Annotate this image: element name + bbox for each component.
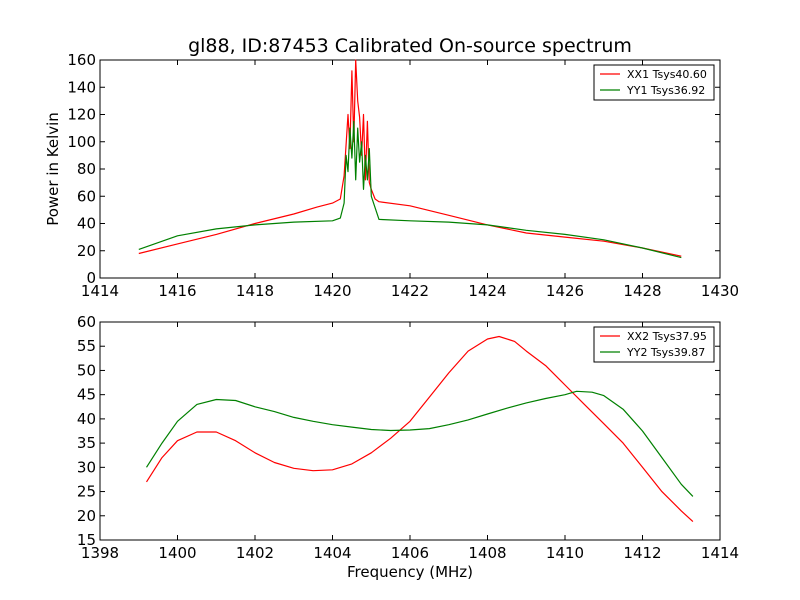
x-tick-label: 1420 bbox=[313, 282, 351, 300]
y-tick-label: 80 bbox=[77, 160, 96, 178]
series-line-yy2 bbox=[145, 390, 694, 497]
plot-bottom: 1398 1400 1402 1404 1406 1408 1410 1412 1414 15 20… bbox=[77, 313, 739, 581]
x-tick-label: 1414 bbox=[701, 544, 739, 562]
x-tick-label: 1406 bbox=[391, 544, 429, 562]
y-tick-label: 55 bbox=[77, 337, 96, 355]
legend-label-xx1: XX1 Tsys40.60 bbox=[627, 68, 707, 81]
y-tick-label: 140 bbox=[67, 78, 96, 96]
legend-label-yy2: YY2 Tsys39.87 bbox=[626, 346, 705, 359]
x-tick-label: 1408 bbox=[468, 544, 506, 562]
y-tick-label: 35 bbox=[77, 434, 96, 452]
x-tick-label: 1402 bbox=[236, 544, 274, 562]
legend-label-yy1: YY1 Tsys36.92 bbox=[626, 84, 705, 97]
legend-label-xx2: XX2 Tsys37.95 bbox=[627, 330, 707, 343]
x-tick-label: 1410 bbox=[546, 544, 584, 562]
x-tick-label: 1426 bbox=[546, 282, 584, 300]
y-tick-label: 0 bbox=[86, 269, 96, 287]
x-tick-label: 1404 bbox=[313, 544, 351, 562]
y-tick-label: 30 bbox=[77, 458, 96, 476]
y-tick-label: 50 bbox=[77, 361, 96, 379]
y-tick-label: 60 bbox=[77, 313, 96, 331]
y-tick-label: 40 bbox=[77, 410, 96, 428]
x-tick-label: 1418 bbox=[236, 282, 274, 300]
y-tick-label: 15 bbox=[77, 531, 96, 549]
y-tick-label: 60 bbox=[77, 187, 96, 205]
plot-top: gl88, ID:87453 Calibrated On-source spec… bbox=[44, 35, 739, 300]
y-tick-label: 120 bbox=[67, 106, 96, 124]
x-tick-label: 1422 bbox=[391, 282, 429, 300]
x-axis-label: Frequency (MHz) bbox=[347, 563, 473, 581]
y-tick-label: 25 bbox=[77, 483, 96, 501]
series-line-xx2 bbox=[145, 335, 694, 523]
y-tick-label: 20 bbox=[77, 242, 96, 260]
x-tick-label: 1398 bbox=[81, 544, 119, 562]
x-tick-label: 1428 bbox=[623, 282, 661, 300]
y-tick-label: 40 bbox=[77, 215, 96, 233]
y-tick-label: 20 bbox=[77, 507, 96, 525]
legend: XX2 Tsys37.95 YY2 Tsys39.87 bbox=[593, 326, 715, 363]
y-tick-label: 100 bbox=[67, 133, 96, 151]
x-tick-label: 1412 bbox=[623, 544, 661, 562]
x-tick-label: 1416 bbox=[158, 282, 196, 300]
x-tick-label: 1430 bbox=[701, 282, 739, 300]
y-axis-label: Power in Kelvin bbox=[44, 112, 62, 226]
series-line-xx1 bbox=[138, 59, 682, 257]
y-tick-label: 45 bbox=[77, 386, 96, 404]
x-tick-label: 1414 bbox=[81, 282, 119, 300]
x-tick-label: 1400 bbox=[158, 544, 196, 562]
y-tick-label: 160 bbox=[67, 51, 96, 69]
legend: XX1 Tsys40.60 YY1 Tsys36.92 bbox=[593, 64, 715, 101]
series-line-yy1 bbox=[138, 120, 682, 259]
x-tick-label: 1424 bbox=[468, 282, 506, 300]
plot-title: gl88, ID:87453 Calibrated On-source spec… bbox=[188, 35, 632, 57]
